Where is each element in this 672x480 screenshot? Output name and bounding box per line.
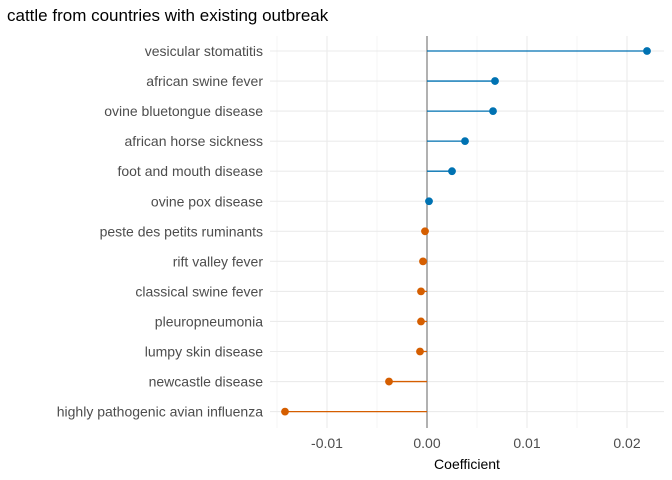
point-newcastle-disease bbox=[385, 377, 393, 386]
category-label-peste-des-petits-ruminants: peste des petits ruminants bbox=[100, 223, 263, 239]
category-label-vesicular-stomatitis: vesicular stomatitis bbox=[145, 43, 263, 59]
category-label-lumpy-skin-disease: lumpy skin disease bbox=[145, 344, 263, 360]
x-tick-label: 0.01 bbox=[513, 435, 540, 451]
x-tick-label: 0.02 bbox=[613, 435, 640, 451]
category-label-highly-pathogenic-avian-influenza: highly pathogenic avian influenza bbox=[57, 404, 263, 420]
category-labels: vesicular stomatitis african swine fever o… bbox=[57, 43, 264, 420]
x-tick-label: 0.00 bbox=[413, 435, 440, 451]
points bbox=[281, 47, 651, 416]
x-axis-title: Coefficient bbox=[434, 456, 500, 472]
stems bbox=[285, 50, 647, 413]
category-label-ovine-pox-disease: ovine pox disease bbox=[151, 193, 263, 209]
point-foot-and-mouth-disease bbox=[448, 167, 456, 176]
point-african-horse-sickness bbox=[461, 137, 469, 146]
category-label-classical-swine-fever: classical swine fever bbox=[135, 283, 263, 299]
point-pleuropneumonia bbox=[417, 317, 425, 326]
category-label-african-swine-fever: african swine fever bbox=[146, 73, 263, 89]
x-tick-label: -0.01 bbox=[311, 435, 343, 451]
category-label-ovine-bluetongue-disease: ovine bluetongue disease bbox=[104, 103, 263, 119]
point-rift-valley-fever bbox=[419, 257, 427, 266]
x-tick-labels: -0.01 0.00 0.01 0.02 bbox=[311, 435, 641, 451]
grid bbox=[270, 36, 664, 428]
point-ovine-bluetongue-disease bbox=[489, 107, 497, 115]
chart-title: cattle from countries with existing outb… bbox=[7, 6, 329, 25]
point-vesicular-stomatitis bbox=[643, 47, 651, 55]
category-label-newcastle-disease: newcastle disease bbox=[149, 374, 264, 390]
category-label-foot-and-mouth-disease: foot and mouth disease bbox=[117, 163, 263, 179]
category-label-pleuropneumonia: pleuropneumonia bbox=[155, 313, 263, 329]
category-label-african-horse-sickness: african horse sickness bbox=[124, 133, 263, 149]
point-ovine-pox-disease bbox=[425, 197, 433, 206]
category-label-rift-valley-fever: rift valley fever bbox=[173, 253, 264, 269]
point-classical-swine-fever bbox=[417, 287, 425, 296]
point-highly-pathogenic-avian-influenza bbox=[281, 407, 289, 416]
point-peste-des-petits-ruminants bbox=[421, 227, 429, 236]
point-lumpy-skin-disease bbox=[416, 347, 424, 356]
point-african-swine-fever bbox=[491, 77, 499, 85]
